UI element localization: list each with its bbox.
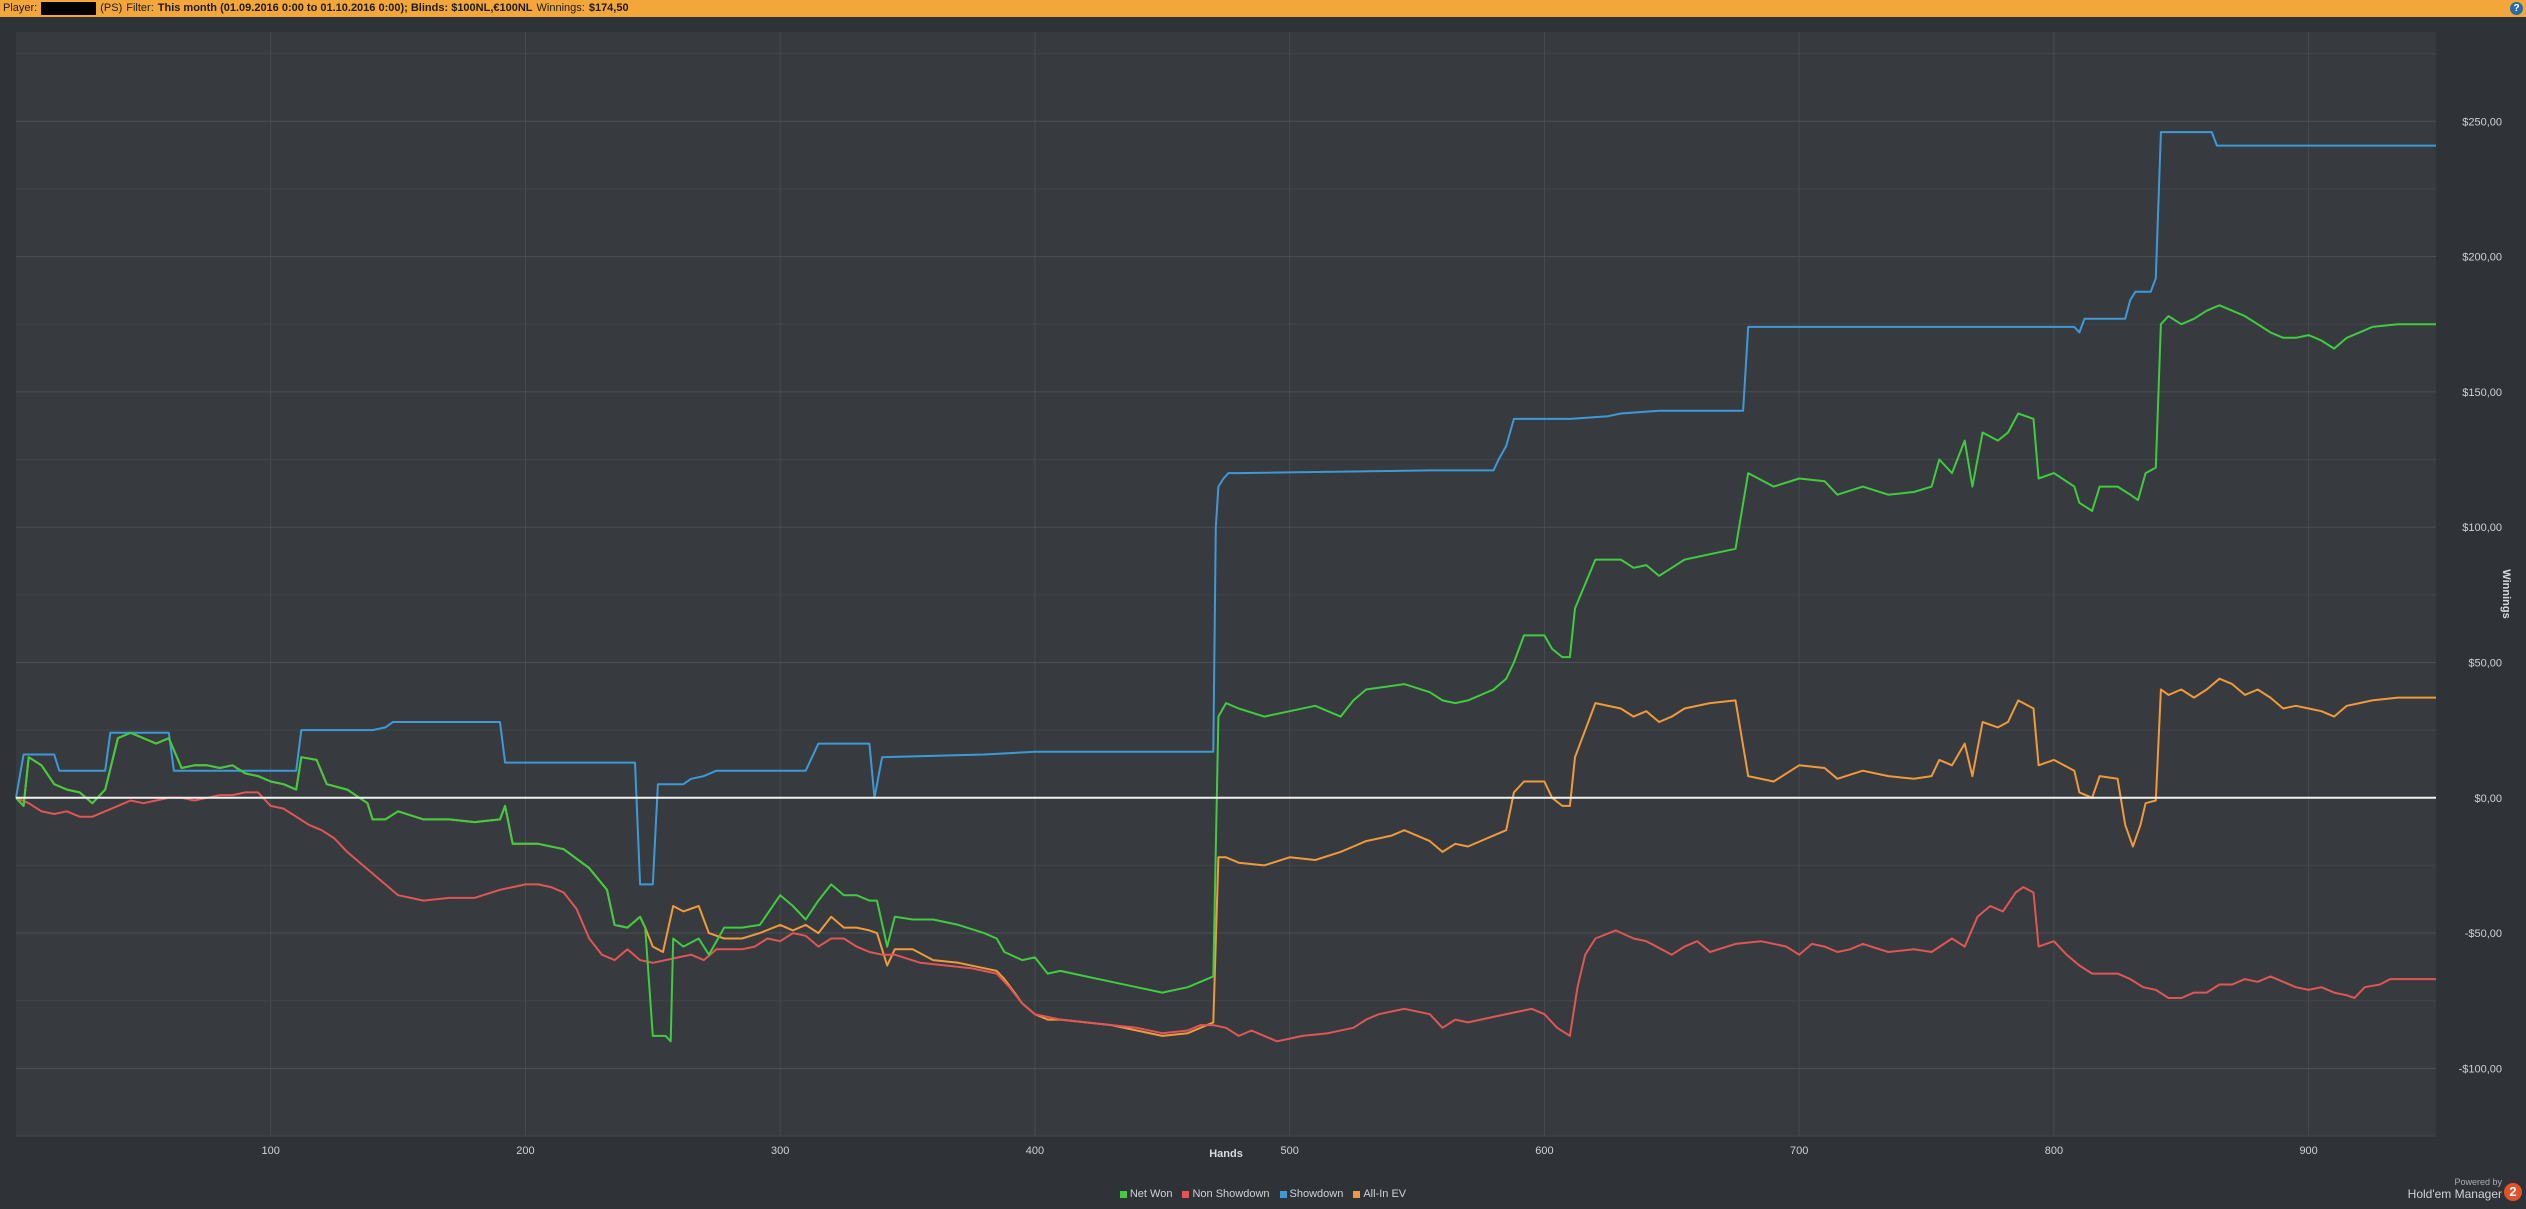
winnings-label: Winnings:: [536, 2, 585, 14]
y-axis-ticks: -$100,00 -$50,00 $0,00 $50,00 $100,00 $150,00…: [2459, 116, 2502, 1075]
x-tick-label: 300: [771, 1145, 789, 1157]
legend-label: Net Won: [1129, 1188, 1173, 1200]
grid: [16, 32, 2436, 1137]
plot-background: [16, 32, 2436, 1136]
y-tick-label: $200,00: [2462, 252, 2502, 264]
x-tick-label: 100: [262, 1145, 280, 1157]
y-axis-label: Winnings: [2500, 569, 2512, 618]
y-tick-label: $0,00: [2474, 793, 2502, 805]
series-line-showdown: [15, 131, 2436, 886]
legend-swatch: [1182, 1190, 1190, 1198]
x-axis-label: Hands: [1209, 1148, 1243, 1160]
y-tick-label: $100,00: [2462, 522, 2502, 534]
series-line-non-showdown: [15, 791, 2436, 1043]
filter-value[interactable]: This month (01.09.2016 0:00 to 01.10.201…: [157, 2, 533, 14]
powered-by-text: Powered by: [2454, 1177, 2502, 1187]
y-tick-label: $250,00: [2462, 116, 2502, 128]
y-tick-label: $150,00: [2462, 387, 2502, 399]
legend-swatch: [1353, 1190, 1361, 1198]
winnings-graph[interactable]: 100 200 300 400 500 600 700 800 900 -$100,00 -$50…: [0, 17, 2526, 1187]
legend: Net Won Non Showdown Showdown All-In EV: [0, 1188, 2526, 1200]
legend-item[interactable]: Net Won: [1119, 1188, 1173, 1200]
x-axis-ticks: 100 200 300 400 500 600 700 800 900: [262, 1145, 2318, 1157]
y-tick-label: -$100,00: [2459, 1063, 2502, 1075]
y-tick-label: $50,00: [2468, 657, 2502, 669]
brand-badge-icon: 2: [2504, 1183, 2522, 1201]
series-line-net-won: [15, 304, 2436, 1043]
legend-label: Showdown: [1289, 1188, 1344, 1200]
legend-item[interactable]: Non Showdown: [1182, 1188, 1270, 1200]
help-icon[interactable]: ?: [2510, 2, 2523, 15]
legend-label: All-In EV: [1363, 1188, 1407, 1200]
legend-swatch: [1279, 1190, 1287, 1198]
x-tick-label: 400: [1026, 1145, 1044, 1157]
x-tick-label: 600: [1535, 1145, 1553, 1157]
filter-label: Filter:: [126, 2, 154, 14]
brand-name: Hold'em Manager: [2407, 1187, 2502, 1201]
y-tick-label: -$50,00: [2465, 928, 2502, 940]
player-site: (PS): [100, 2, 123, 14]
brand-logo: Powered by Hold'em Manager 2: [2407, 1177, 2522, 1201]
player-label: Player:: [3, 2, 38, 14]
legend-item[interactable]: Showdown: [1279, 1188, 1344, 1200]
legend-label: Non Showdown: [1192, 1188, 1270, 1200]
x-tick-label: 900: [2299, 1145, 2317, 1157]
player-name-redacted: [41, 2, 97, 15]
winnings-value: $174,50: [588, 2, 629, 14]
legend-item[interactable]: All-In EV: [1353, 1188, 1406, 1200]
legend-swatch: [1119, 1190, 1127, 1198]
x-tick-label: 500: [1281, 1145, 1299, 1157]
x-tick-label: 800: [2045, 1145, 2063, 1157]
x-tick-label: 700: [1790, 1145, 1808, 1157]
filter-bar: Player: (PS) Filter: This month (01.09.2…: [0, 0, 2526, 17]
x-tick-label: 200: [516, 1145, 534, 1157]
